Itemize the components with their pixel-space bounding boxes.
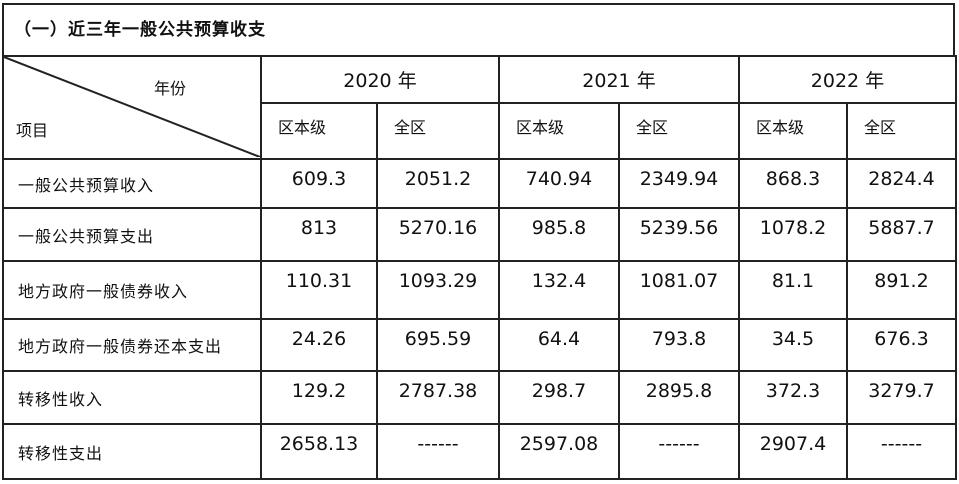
budget-table: 年份 项目 2020 年 2021 年 2022 年 区本级 全区 区本级 全区… [2, 55, 957, 480]
table-cell: 1078.2 [738, 207, 848, 262]
table-cell: 695.59 [376, 318, 500, 372]
table-row: 地方政府一般债券收入 110.31 1093.29 132.4 1081.07 81.1 8… [2, 260, 957, 320]
corner-year-label: 年份 [154, 79, 187, 98]
year-header: 2021 年 [498, 55, 740, 104]
table-cell: 2907.4 [738, 423, 848, 480]
sub-header: 区本级 [738, 102, 848, 160]
table-cell: 1093.29 [376, 260, 500, 320]
row-label: 地方政府一般债券收入 [2, 260, 262, 320]
table-cell: 132.4 [498, 260, 620, 320]
row-label: 一般公共预算支出 [2, 207, 262, 262]
budget-table-container: （一）近三年一般公共预算收支 年份 项目 2020 年 2021 年 2022 … [2, 3, 957, 480]
table-cell: 2658.13 [260, 423, 378, 480]
diagonal-divider [4, 57, 260, 157]
table-cell: 2824.4 [846, 158, 957, 209]
table-cell: 609.3 [260, 158, 378, 209]
table-cell: 34.5 [738, 318, 848, 372]
table-row: 转移性收入 129.2 2787.38 298.7 2895.8 372.3 3279.7 [2, 370, 957, 425]
table-cell: 3279.7 [846, 370, 957, 425]
table-cell: ------ [618, 423, 740, 480]
table-cell: 985.8 [498, 207, 620, 262]
table-cell: 5239.56 [618, 207, 740, 262]
table-cell: 110.31 [260, 260, 378, 320]
table-row: 一般公共预算收入 609.3 2051.2 740.94 2349.94 868.3 282… [2, 158, 957, 209]
row-label: 一般公共预算收入 [2, 158, 262, 209]
year-header: 2020 年 [260, 55, 500, 104]
table-cell: 868.3 [738, 158, 848, 209]
row-label: 转移性收入 [2, 370, 262, 425]
table-cell: 2349.94 [618, 158, 740, 209]
table-cell: 298.7 [498, 370, 620, 425]
year-header: 2022 年 [738, 55, 957, 104]
sub-header: 区本级 [260, 102, 378, 160]
table-cell: 676.3 [846, 318, 957, 372]
table-cell: 24.26 [260, 318, 378, 372]
sub-header: 全区 [618, 102, 740, 160]
table-cell: 5887.7 [846, 207, 957, 262]
table-cell: 5270.16 [376, 207, 500, 262]
sub-header: 全区 [846, 102, 957, 160]
table-cell: 64.4 [498, 318, 620, 372]
table-cell: 740.94 [498, 158, 620, 209]
table-cell: 372.3 [738, 370, 848, 425]
table-cell: 813 [260, 207, 378, 262]
table-cell: 793.8 [618, 318, 740, 372]
table-cell: 1081.07 [618, 260, 740, 320]
sub-header-row: 区本级 全区 区本级 全区 区本级 全区 [3, 102, 957, 160]
table-cell: 2051.2 [376, 158, 500, 209]
table-title: （一）近三年一般公共预算收支 [2, 3, 955, 55]
sub-header: 全区 [376, 102, 500, 160]
year-header-row: 年份 项目 2020 年 2021 年 2022 年 [2, 55, 957, 160]
table-cell: 81.1 [738, 260, 848, 320]
table-cell: 891.2 [846, 260, 957, 320]
corner-cell: 年份 项目 [2, 55, 262, 160]
table-row: 地方政府一般债券还本支出 24.26 695.59 64.4 793.8 34.5 676.… [2, 318, 957, 372]
table-cell: 2597.08 [498, 423, 620, 480]
sub-header: 区本级 [498, 102, 620, 160]
table-cell: ------ [376, 423, 500, 480]
table-cell: 2895.8 [618, 370, 740, 425]
table-cell: 129.2 [260, 370, 378, 425]
table-row: 一般公共预算支出 813 5270.16 985.8 5239.56 1078.2 5887… [2, 207, 957, 262]
row-label: 转移性支出 [2, 423, 262, 480]
table-cell: ------ [846, 423, 957, 480]
corner-item-label: 项目 [16, 121, 49, 140]
table-row: 转移性支出 2658.13 ------ 2597.08 ------ 2907.4 ---… [2, 423, 957, 480]
table-cell: 2787.38 [376, 370, 500, 425]
row-label: 地方政府一般债券还本支出 [2, 318, 262, 372]
